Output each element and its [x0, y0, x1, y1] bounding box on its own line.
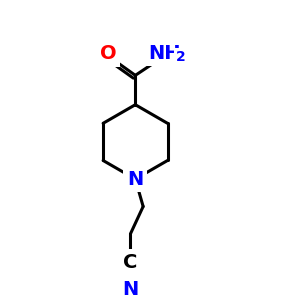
Text: C: C [123, 253, 138, 272]
Text: N: N [122, 280, 139, 299]
Text: N: N [127, 169, 143, 189]
Text: 2: 2 [176, 50, 185, 64]
Text: NH: NH [148, 44, 181, 63]
Text: O: O [100, 44, 116, 63]
